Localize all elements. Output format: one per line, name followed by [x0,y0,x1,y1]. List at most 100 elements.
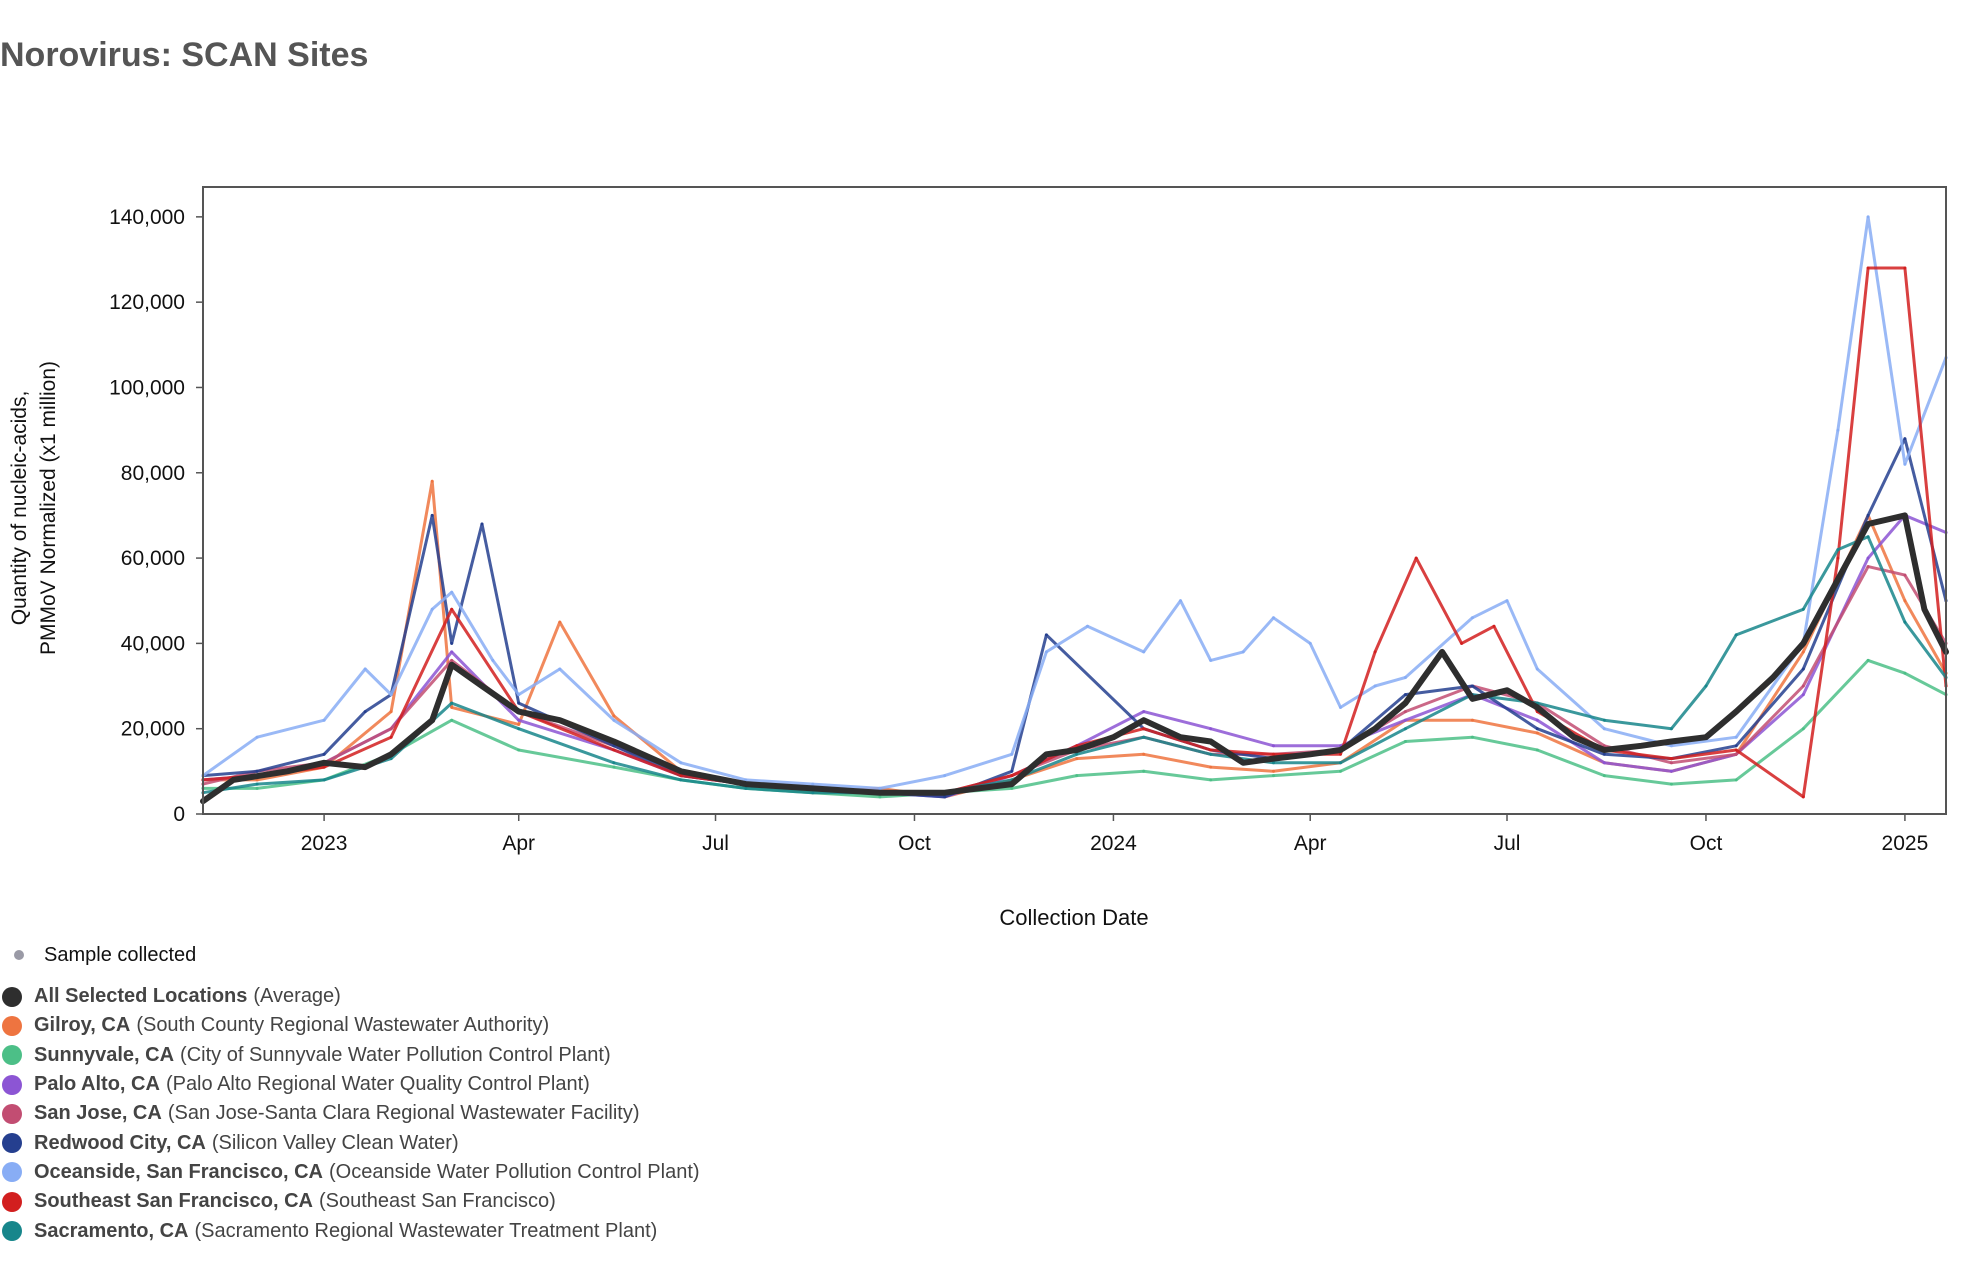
data-point[interactable] [1836,556,1840,560]
data-point[interactable] [1086,624,1089,628]
data-point[interactable] [612,765,616,769]
data-point[interactable] [1734,744,1738,748]
data-point[interactable] [1703,734,1709,740]
data-point[interactable] [1402,700,1408,706]
data-point[interactable] [1271,756,1276,762]
data-point[interactable] [612,748,616,752]
series-sunnyvale-ca[interactable] [201,658,1948,799]
data-point[interactable] [1142,769,1146,773]
data-point[interactable] [1571,734,1577,740]
data-point[interactable] [1734,778,1738,782]
data-point[interactable] [1178,734,1183,740]
data-point[interactable] [322,765,326,769]
data-point[interactable] [255,786,259,790]
data-point[interactable] [389,710,393,714]
data-point[interactable] [1800,640,1806,646]
data-point[interactable] [1010,752,1014,756]
data-point[interactable] [679,761,683,765]
data-point[interactable] [255,735,259,739]
data-point[interactable] [1209,778,1213,782]
data-point[interactable] [1179,599,1182,603]
data-point[interactable] [1075,744,1079,748]
data-point[interactable] [450,658,454,662]
data-point[interactable] [1272,744,1275,748]
data-point[interactable] [1010,774,1014,778]
data-point[interactable] [1602,727,1606,731]
data-point[interactable] [811,782,815,786]
data-point[interactable] [255,769,259,773]
data-point[interactable] [1801,684,1805,688]
data-point[interactable] [878,786,882,790]
data-point[interactable] [480,522,484,526]
data-point[interactable] [1903,671,1907,675]
data-point[interactable] [450,718,454,722]
data-point[interactable] [1535,667,1539,671]
data-point[interactable] [1209,748,1213,752]
data-point[interactable] [429,717,435,723]
data-point[interactable] [450,590,454,594]
data-point[interactable] [322,778,326,782]
data-point[interactable] [1373,650,1377,654]
data-point[interactable] [450,641,454,645]
data-point[interactable] [1669,769,1673,773]
data-point[interactable] [1403,710,1407,714]
legend-item[interactable]: Southeast San Francisco, CA (Southeast Sa… [0,1187,700,1216]
data-point[interactable] [943,774,947,778]
data-point[interactable] [1209,752,1213,756]
data-point[interactable] [1669,782,1673,786]
data-point[interactable] [1241,650,1245,654]
data-point[interactable] [678,768,684,774]
data-point[interactable] [1272,752,1275,756]
data-point[interactable] [1439,649,1445,655]
data-point[interactable] [1801,667,1805,671]
data-point[interactable] [1403,718,1407,722]
data-point[interactable] [1142,650,1146,654]
legend-item[interactable]: San Jose, CA (San Jose-Santa Clara Region… [0,1099,700,1128]
data-point[interactable] [1669,757,1673,761]
data-point[interactable] [1505,599,1509,603]
data-point[interactable] [1903,462,1907,466]
data-point[interactable] [1044,633,1048,637]
data-point[interactable] [1903,599,1907,603]
data-point[interactable] [878,795,882,799]
data-point[interactable] [491,658,495,662]
data-point[interactable] [811,791,815,795]
legend-item[interactable]: All Selected Locations (Average) [0,982,700,1011]
data-point[interactable] [389,735,393,739]
data-point[interactable] [611,739,617,744]
legend-item[interactable]: Sacramento, CA (Sacramento Regional Waste… [0,1216,700,1245]
data-point[interactable] [1010,786,1014,790]
data-point[interactable] [744,786,748,790]
data-point[interactable] [1403,740,1407,743]
data-point[interactable] [1339,705,1342,709]
data-point[interactable] [1043,751,1049,757]
data-point[interactable] [517,693,521,697]
data-point[interactable] [389,727,393,731]
data-point[interactable] [1801,650,1805,654]
data-point[interactable] [1209,727,1213,731]
data-point[interactable] [517,718,521,722]
data-point[interactable] [1338,747,1343,753]
data-point[interactable] [1142,710,1146,714]
data-point[interactable] [1733,709,1739,715]
data-point[interactable] [1866,556,1870,560]
data-point[interactable] [1866,658,1870,662]
data-point[interactable] [1339,761,1342,765]
data-point[interactable] [1469,696,1475,702]
data-point[interactable] [1734,748,1738,752]
data-point[interactable] [1902,512,1908,518]
data-point[interactable] [1836,428,1840,432]
data-point[interactable] [1835,576,1841,582]
data-point[interactable] [1272,774,1275,778]
data-point[interactable] [1602,774,1606,778]
data-point[interactable] [1470,735,1474,739]
data-point[interactable] [1534,704,1540,710]
data-point[interactable] [388,751,394,757]
data-point[interactable] [1638,743,1644,749]
data-point[interactable] [1470,616,1474,620]
data-point[interactable] [1903,573,1907,577]
data-point[interactable] [1866,215,1870,219]
data-point[interactable] [1414,556,1418,560]
data-point[interactable] [1866,266,1870,270]
data-point[interactable] [557,717,563,723]
